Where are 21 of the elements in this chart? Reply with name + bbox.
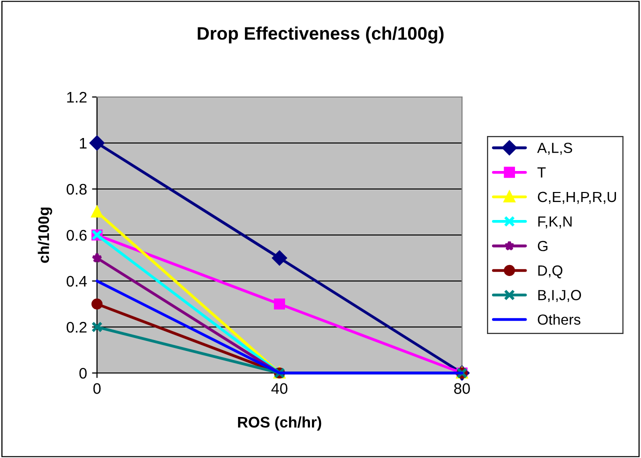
legend-label: Others <box>538 314 580 325</box>
legend-label: C,E,H,P,R,U <box>538 192 616 204</box>
x-tick-label: 40 <box>271 383 288 394</box>
legend-label: A,L,S <box>537 142 572 155</box>
x-tick-label: 80 <box>454 383 470 394</box>
legend-label: B,I,J,O <box>538 290 582 302</box>
y-tick-label: 0.2 <box>66 322 87 333</box>
legend-label: G <box>538 240 548 252</box>
chart-title: Drop Effectiveness (ch/100g) <box>198 26 444 44</box>
y-tick-label: 0.6 <box>66 230 87 241</box>
y-axis-title: ch/100g <box>38 208 52 263</box>
y-tick-label: 0 <box>79 368 87 379</box>
y-tick-label: 0.8 <box>66 184 87 195</box>
y-tick-label: 0.4 <box>66 276 87 287</box>
legend-label: F,K,N <box>538 216 572 228</box>
y-tick-label: 1.2 <box>67 92 87 103</box>
y-tick-label: 1 <box>80 138 87 149</box>
x-tick-label: 0 <box>93 383 101 394</box>
legend-label: T <box>537 167 546 178</box>
x-axis-title: ROS (ch/hr) <box>238 416 322 431</box>
legend-label: D,Q <box>538 265 562 278</box>
